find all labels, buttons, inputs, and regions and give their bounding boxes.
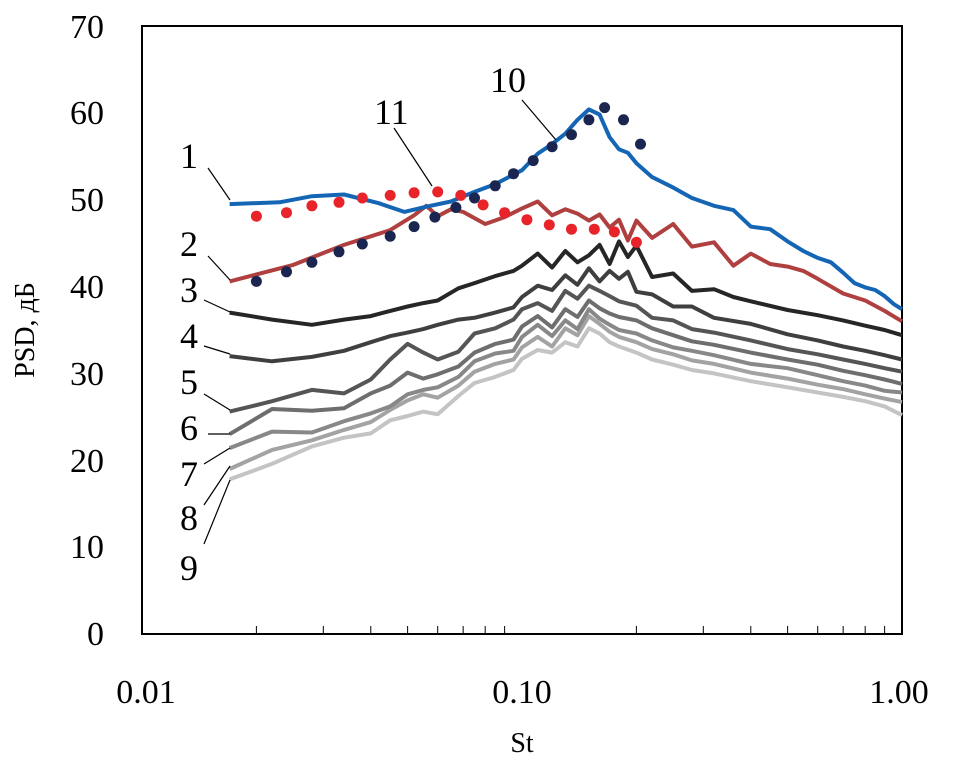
marker-point-11 — [455, 189, 467, 201]
marker-point-10 — [583, 114, 595, 126]
series-layer — [228, 107, 904, 482]
marker-point-10 — [489, 180, 501, 192]
marker-point-10 — [450, 202, 462, 213]
marker-point-10 — [635, 138, 646, 150]
y-axis-title: PSD, дБ — [10, 282, 41, 378]
curve-label-7: 7 — [180, 454, 198, 494]
marker-point-11 — [608, 226, 620, 238]
marker-point-10 — [618, 114, 629, 126]
leader-line-11 — [393, 127, 433, 187]
x-tick-label: 1.00 — [869, 674, 929, 711]
series-line-8 — [228, 314, 903, 471]
marker-point-10 — [408, 221, 420, 233]
series-line-7 — [228, 307, 903, 450]
marker-point-11 — [281, 207, 292, 219]
marker-point-10 — [429, 211, 441, 223]
y-tick-label: 10 — [70, 529, 104, 566]
x-minor-ticks — [255, 626, 886, 634]
marker-point-10 — [281, 266, 292, 278]
marker-point-10 — [306, 256, 318, 268]
plot-area — [141, 25, 903, 635]
curve-label-11: 11 — [374, 92, 409, 132]
y-tick-label: 20 — [70, 443, 104, 480]
marker-point-11 — [477, 199, 489, 211]
x-tick-label: 0.01 — [116, 674, 176, 711]
marker-point-11 — [408, 187, 420, 199]
marker-point-11 — [588, 223, 600, 235]
marker-point-10 — [333, 246, 345, 258]
marker-point-11 — [630, 236, 642, 248]
curve-label-3: 3 — [180, 270, 198, 310]
marker-point-11 — [543, 219, 555, 231]
marker-point-10 — [469, 192, 480, 204]
leader-line-9 — [203, 479, 231, 545]
marker-point-10 — [527, 155, 539, 167]
x-tick-label: 0.10 — [492, 674, 552, 711]
marker-point-11 — [306, 200, 318, 212]
leader-line-4 — [203, 345, 231, 355]
leader-line-7 — [203, 447, 231, 465]
label-leaders — [203, 99, 557, 545]
y-tick-label: 0 — [87, 616, 104, 653]
marker-point-10 — [546, 141, 558, 153]
y-tick-label: 50 — [70, 182, 104, 219]
leader-line-10 — [521, 99, 557, 141]
series-line-3 — [229, 239, 903, 338]
leader-line-5 — [203, 393, 231, 411]
marker-point-10 — [250, 275, 262, 287]
y-tick-label: 30 — [70, 356, 104, 393]
x-axis-title: St — [510, 728, 534, 759]
marker-point-10 — [566, 129, 577, 141]
leader-line-1 — [207, 167, 231, 201]
marker-point-11 — [333, 196, 345, 208]
leader-line-8 — [203, 465, 231, 506]
marker-point-11 — [566, 223, 577, 235]
series-line-9 — [228, 326, 903, 482]
curve-label-1: 1 — [180, 136, 198, 176]
marker-point-10 — [508, 168, 519, 180]
marker-point-11 — [384, 189, 396, 201]
curve-label-4: 4 — [180, 316, 198, 356]
curve-labels: 1 2 3 4 5 6 7 8 9 10 11 — [180, 60, 526, 588]
series-line-1 — [229, 107, 904, 311]
series-line-4 — [229, 266, 903, 364]
curve-label-10: 10 — [490, 60, 526, 100]
marker-layer — [250, 102, 646, 287]
series-line-6 — [228, 298, 903, 436]
marker-point-11 — [250, 210, 262, 222]
marker-series-10 — [250, 102, 646, 287]
marker-point-10 — [384, 230, 396, 242]
y-tick-label: 60 — [70, 95, 104, 132]
marker-point-10 — [356, 238, 368, 250]
y-tick-labels: 0 10 20 30 40 50 60 70 — [70, 9, 104, 653]
marker-point-11 — [499, 207, 511, 219]
marker-point-11 — [432, 186, 444, 198]
y-tick-label: 40 — [70, 269, 104, 306]
x-tick-labels: 0.01 0.10 1.00 — [116, 674, 929, 711]
leader-line-3 — [203, 299, 231, 313]
series-line-2 — [229, 199, 904, 324]
curve-label-6: 6 — [180, 408, 198, 448]
marker-series-11 — [250, 186, 642, 248]
series-line-5 — [229, 283, 903, 414]
marker-point-10 — [599, 102, 611, 114]
y-tick-label: 70 — [70, 9, 104, 46]
curve-label-2: 2 — [180, 224, 198, 264]
marker-point-11 — [356, 192, 368, 204]
curve-label-8: 8 — [180, 498, 198, 538]
curve-label-9: 9 — [180, 548, 198, 588]
marker-point-11 — [521, 214, 533, 226]
curve-label-5: 5 — [180, 362, 198, 402]
leader-line-2 — [207, 255, 231, 281]
